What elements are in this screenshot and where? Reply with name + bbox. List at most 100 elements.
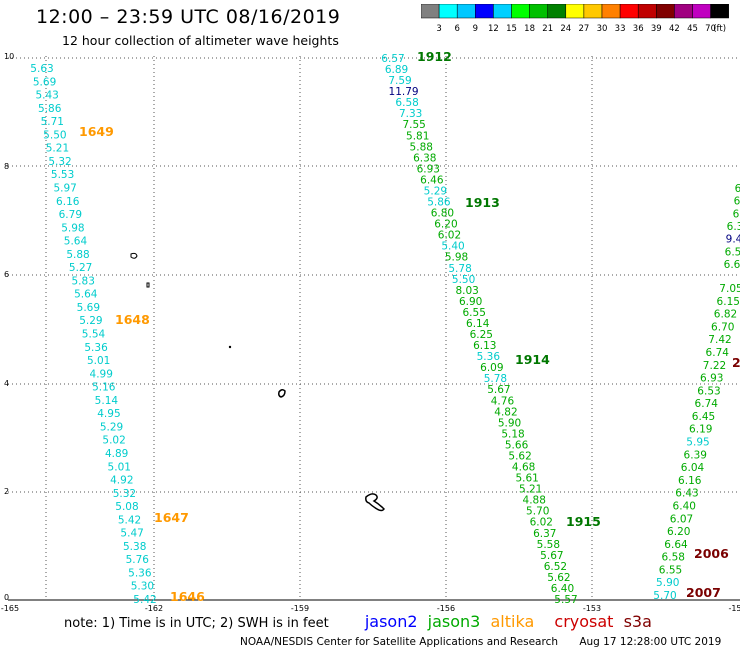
wave-height-value: 5.21 — [519, 484, 542, 496]
wave-height-value: 6.20 — [434, 219, 457, 231]
legend-label: 30 — [597, 24, 608, 34]
wave-height-value: 4.92 — [110, 475, 133, 487]
legend-swatch — [710, 4, 729, 19]
wave-height-value: 5.67 — [487, 384, 510, 396]
island-outlines — [130, 252, 385, 512]
wave-height-value: 5.54 — [82, 329, 106, 341]
wave-height-value: 5.47 — [120, 528, 143, 540]
wave-height-value: 5.40 — [441, 241, 464, 253]
x-tick-label: -165 — [1, 604, 19, 613]
wave-height-value: 5.32 — [113, 488, 136, 500]
wave-height-value: 5.01 — [108, 461, 131, 473]
wave-height-value: 6.09 — [480, 362, 503, 374]
island-kaula — [146, 282, 150, 288]
map-grid — [8, 56, 740, 600]
wave-height-value: 4.88 — [523, 495, 546, 507]
wave-height-value: 5.30 — [131, 581, 154, 593]
x-tick-label: -162 — [145, 604, 163, 613]
wave-height-value: 6.52 — [544, 561, 567, 573]
legend-s3a: s3a — [623, 612, 652, 631]
wave-height-value: 11.79 — [389, 86, 419, 98]
wave-height-value: 6.45 — [692, 411, 715, 423]
wave-height-value: 5.69 — [33, 76, 56, 88]
wave-height-value: 5.36 — [477, 351, 501, 363]
island-necker — [278, 388, 286, 398]
map-title: 12:00 – 23:59 UTC 08/16/2019 — [36, 6, 341, 28]
color-legend: 3 6 9 12 15 18 21 24 27 30 33 36 39 42 45 70(ft) — [421, 4, 729, 34]
wave-height-value: 6.40 — [673, 500, 696, 512]
wave-height-value: 5.66 — [505, 439, 529, 451]
pass-label: 2 — [732, 355, 740, 370]
wave-height-value: 5.88 — [410, 141, 433, 153]
y-axis-ticks: 10 8 6 4 2 0 — [4, 52, 14, 602]
y-tick-label: 4 — [4, 379, 9, 388]
legend-label: 45 — [687, 24, 698, 34]
wave-height-value: 5.76 — [126, 554, 150, 566]
pass-label: 1648 — [115, 312, 150, 327]
y-tick-label: 0 — [4, 593, 9, 602]
wave-height-value: 5.61 — [515, 473, 538, 485]
x-tick-label: -159 — [291, 604, 309, 613]
wave-height-value: 6.43 — [675, 488, 698, 500]
legend-label: 70 — [705, 24, 716, 34]
wave-height-value: 8.03 — [455, 285, 478, 297]
wave-height-value: 6.19 — [689, 424, 712, 436]
wave-height-value: 5.62 — [508, 450, 531, 462]
wave-height-value: 5.29 — [100, 421, 123, 433]
wave-height-value: 6.02 — [530, 517, 553, 529]
wave-height-value: 5.50 — [452, 274, 475, 286]
wave-height-value: 5.97 — [53, 182, 76, 194]
wave-height-value: 5.21 — [46, 143, 69, 155]
wave-height-value: 5.78 — [484, 373, 507, 385]
wave-height-value: 6.58 — [662, 552, 685, 564]
x-tick-label: -15 — [728, 604, 740, 613]
wave-height-value: 6.74 — [706, 347, 730, 359]
pass-label: 1913 — [465, 195, 500, 210]
legend-label: (ft) — [713, 24, 726, 34]
wave-height-value: 5.42 — [133, 594, 156, 606]
legend-label: 27 — [578, 24, 589, 34]
wave-height-value: 6.38 — [413, 152, 436, 164]
wave-height-value: 5.88 — [66, 249, 89, 261]
legend-label: 24 — [560, 24, 571, 34]
wave-height-value: 6.6 — [724, 259, 740, 271]
wave-height-value: 5.14 — [95, 395, 119, 407]
wave-height-value: 4.95 — [97, 408, 120, 420]
wave-height-value: 7.33 — [399, 108, 422, 120]
x-tick-label: -156 — [437, 604, 455, 613]
legend-label: 3 — [436, 24, 441, 34]
wave-height-value: 9.4 — [726, 234, 740, 246]
wave-height-value: 5.98 — [61, 222, 84, 234]
wave-height-value: 5.58 — [537, 539, 560, 551]
legend-jason2: jason2 — [364, 612, 418, 631]
wave-height-value: 5.90 — [656, 577, 679, 589]
wave-height-value: 4.89 — [105, 448, 128, 460]
pass-label: 1912 — [417, 49, 452, 64]
wave-height-value: 6.5 — [725, 246, 740, 258]
wave-height-value: 5.27 — [69, 262, 92, 274]
credit-text: NOAA/NESDIS Center for Satellite Applica… — [240, 636, 558, 648]
wave-height-value: 5.36 — [128, 567, 152, 579]
wave-height-value: 6.70 — [711, 321, 734, 333]
wave-height-value: 7.22 — [703, 360, 726, 372]
wave-height-value: 5.64 — [74, 289, 98, 301]
legend-label: 42 — [669, 24, 680, 34]
wave-height-value: 6.82 — [714, 309, 737, 321]
wave-height-value: 7.05 — [719, 283, 740, 295]
wave-height-value: 6.39 — [684, 449, 707, 461]
pass-label: 1647 — [154, 510, 189, 525]
wave-height-value: 5.71 — [41, 116, 64, 128]
legend-label: 36 — [633, 24, 644, 34]
map-subtitle: 12 hour collection of altimeter wave hei… — [62, 33, 339, 48]
wave-height-value: 6.80 — [431, 208, 454, 220]
wave-height-value: 7.59 — [388, 75, 411, 87]
wave-height-value: 5.78 — [448, 263, 471, 275]
y-tick-label: 8 — [4, 162, 9, 171]
wave-height-value: 5.86 — [38, 103, 62, 115]
wave-height-value: 5.02 — [102, 435, 125, 447]
wave-height-value: 5.53 — [51, 169, 74, 181]
wave-height-value: 4.68 — [512, 462, 535, 474]
wave-height-value: 6.64 — [664, 539, 688, 551]
x-axis-ticks: -165 -162 -159 -156 -153 -15 — [1, 604, 740, 613]
pass-label: 1915 — [566, 514, 601, 529]
